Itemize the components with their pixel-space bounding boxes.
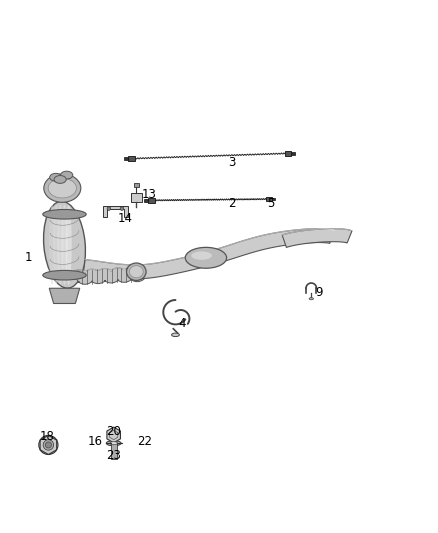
- Bar: [131, 193, 141, 202]
- Ellipse shape: [110, 442, 117, 445]
- Ellipse shape: [60, 171, 73, 179]
- Ellipse shape: [129, 265, 143, 278]
- Polygon shape: [84, 229, 335, 279]
- Text: 1: 1: [25, 251, 32, 264]
- Bar: [265, 197, 272, 201]
- Circle shape: [39, 435, 58, 455]
- Ellipse shape: [48, 179, 77, 198]
- Ellipse shape: [106, 441, 121, 446]
- Ellipse shape: [49, 205, 55, 285]
- Polygon shape: [72, 267, 144, 284]
- Bar: [148, 198, 155, 203]
- Text: 20: 20: [106, 424, 121, 438]
- Ellipse shape: [44, 174, 81, 203]
- Bar: [285, 151, 291, 156]
- Bar: [272, 198, 275, 200]
- Text: 14: 14: [118, 212, 133, 225]
- Ellipse shape: [185, 247, 226, 268]
- Polygon shape: [282, 229, 352, 247]
- Circle shape: [43, 440, 53, 450]
- Ellipse shape: [57, 205, 64, 285]
- Text: 3: 3: [228, 156, 236, 168]
- Circle shape: [107, 207, 111, 211]
- Ellipse shape: [309, 297, 314, 300]
- Ellipse shape: [191, 252, 212, 260]
- Bar: [111, 443, 117, 459]
- Ellipse shape: [54, 175, 66, 183]
- Circle shape: [46, 442, 51, 448]
- Ellipse shape: [61, 205, 67, 285]
- Bar: [291, 152, 295, 155]
- Text: 23: 23: [106, 449, 121, 462]
- Text: 18: 18: [40, 430, 54, 443]
- Ellipse shape: [43, 270, 86, 280]
- Polygon shape: [49, 288, 80, 303]
- Text: 9: 9: [315, 286, 323, 299]
- Ellipse shape: [172, 333, 180, 336]
- Text: 2: 2: [228, 197, 236, 210]
- Ellipse shape: [66, 205, 72, 285]
- Ellipse shape: [43, 201, 85, 288]
- Bar: [134, 182, 139, 187]
- Text: 5: 5: [268, 197, 275, 210]
- Polygon shape: [107, 427, 120, 443]
- Circle shape: [120, 207, 124, 211]
- Bar: [144, 199, 148, 201]
- Text: 4: 4: [178, 318, 186, 330]
- Ellipse shape: [49, 173, 62, 181]
- Text: 22: 22: [137, 435, 152, 448]
- Ellipse shape: [43, 209, 86, 219]
- Text: 16: 16: [88, 435, 102, 448]
- Ellipse shape: [127, 263, 146, 280]
- Bar: [124, 157, 128, 160]
- Ellipse shape: [53, 205, 59, 285]
- Text: 13: 13: [142, 188, 157, 201]
- Polygon shape: [103, 206, 127, 217]
- Bar: [128, 156, 135, 161]
